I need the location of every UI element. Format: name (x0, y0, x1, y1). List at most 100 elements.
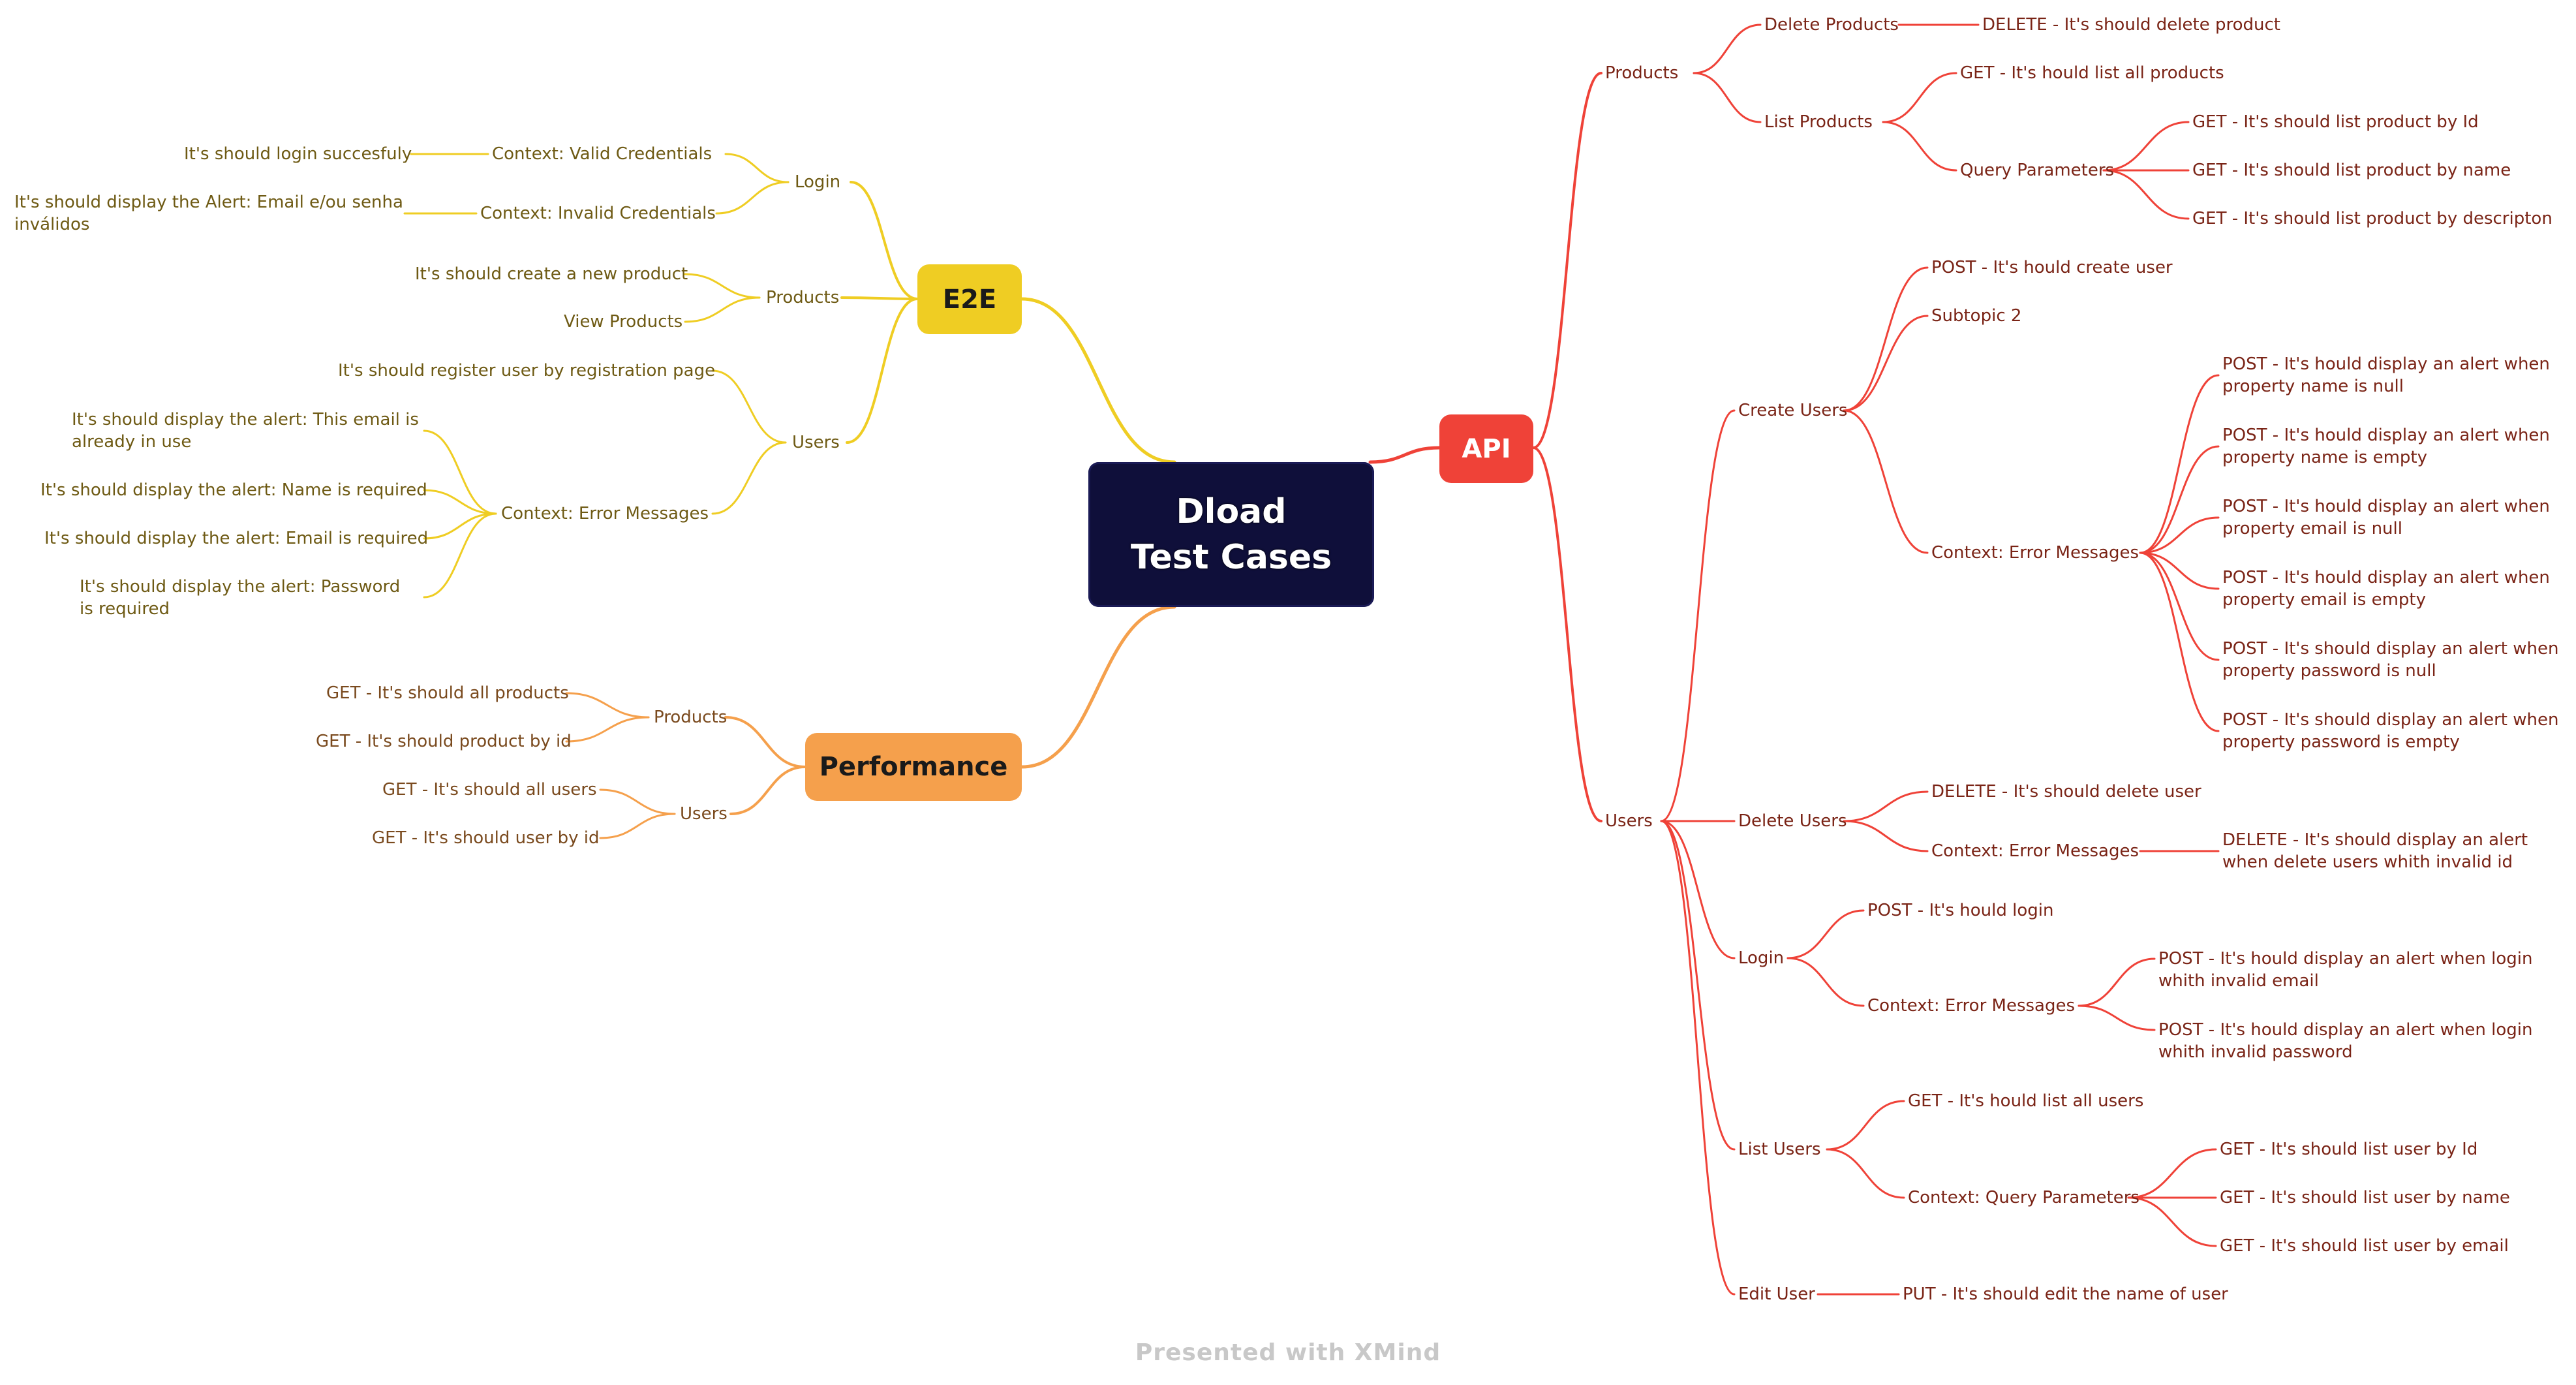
topic-api-products-query[interactable]: Query Parameters (1960, 161, 2115, 180)
topic-api-users-list-query-3[interactable]: GET - It's should list user by email (2220, 1236, 2509, 1256)
branch-performance[interactable]: Performance (805, 733, 1022, 801)
topic-api-users-list-query[interactable]: Context: Query Parameters (1908, 1188, 2139, 1207)
branch-performance-label: Performance (819, 752, 1008, 782)
topic-api-users-create-error-1[interactable]: POST - It's hould display an alert when … (2222, 354, 2550, 396)
topic-api-users-login[interactable]: Login (1738, 948, 1785, 968)
connector-line (2078, 957, 2156, 1007)
topic-api-users-list-query-1[interactable]: GET - It's should list user by Id (2220, 1140, 2478, 1159)
topic-api-users-delete-error-case[interactable]: DELETE - It's should display an alert wh… (2222, 830, 2528, 872)
topic-api-products-list-all[interactable]: GET - It's hould list all products (1960, 63, 2224, 83)
connector-line (1843, 820, 1929, 852)
connector-line (565, 692, 650, 719)
branch-api-label: API (1462, 433, 1511, 464)
connector-line (599, 813, 676, 839)
topic-e2e-users-error-1[interactable]: It's should display the alert: This emai… (72, 410, 419, 452)
footer-presented-with: Presented with XMind (1135, 1339, 1441, 1366)
connector-line (1826, 1148, 1905, 1199)
topic-api-users-create-post[interactable]: POST - It's hould create user (1931, 258, 2173, 277)
topic-api-products-delete[interactable]: Delete Products (1764, 15, 1899, 35)
topic-api-users-delete[interactable]: Delete Users (1738, 811, 1847, 831)
connector-line (2139, 552, 2220, 590)
topic-api-users-create[interactable]: Create Users (1738, 401, 1848, 420)
connector-line (1532, 72, 1602, 449)
topic-perf-products[interactable]: Products (654, 708, 728, 727)
topic-api-users-create-error-6[interactable]: POST - It's should display an alert when… (2222, 710, 2559, 752)
topic-perf-users-case-2[interactable]: GET - It's should user by id (372, 828, 600, 848)
connector-line (1843, 409, 1929, 554)
topic-e2e-login[interactable]: Login (795, 172, 841, 192)
connector-line (2139, 552, 2220, 732)
topic-e2e-users-error-4[interactable]: It's should display the alert: Password … (80, 577, 401, 619)
branch-api[interactable]: API (1439, 414, 1533, 483)
topic-e2e-products-view[interactable]: View Products (564, 312, 683, 332)
connector-line (2139, 516, 2220, 554)
topic-e2e-users[interactable]: Users (792, 433, 840, 452)
topic-perf-users[interactable]: Users (680, 804, 728, 824)
topic-api-users-edit[interactable]: Edit User (1738, 1284, 1815, 1304)
topic-api-users-login-case[interactable]: POST - It's hould login (1867, 901, 2054, 920)
topic-e2e-users-error-context[interactable]: Context: Error Messages (501, 504, 709, 523)
topic-api-users-login-error-1[interactable]: POST - It's hould display an alert when … (2158, 949, 2533, 991)
topic-api-users-create-error-3[interactable]: POST - It's hould display an alert when … (2222, 497, 2550, 538)
topic-api-users-delete-case[interactable]: DELETE - It's should delete user (1931, 782, 2201, 801)
topic-e2e-products[interactable]: Products (766, 288, 840, 307)
topic-e2e-products-create[interactable]: It's should create a new product (415, 264, 688, 284)
topic-api-users-list[interactable]: List Users (1738, 1140, 1821, 1159)
topic-api-products-list[interactable]: List Products (1764, 112, 1873, 132)
topic-api-products-query-2[interactable]: GET - It's should list product by name (2192, 161, 2511, 180)
topic-api-users-list-query-2[interactable]: GET - It's should list user by name (2220, 1188, 2510, 1207)
topic-api-users-list-all[interactable]: GET - It's hould list all users (1908, 1091, 2144, 1111)
topic-e2e-users-register[interactable]: It's should register user by registratio… (338, 361, 716, 381)
topic-api-users-create-error-context[interactable]: Context: Error Messages (1931, 543, 2139, 563)
topic-api-products-delete-case[interactable]: DELETE - It's should delete product (1982, 15, 2280, 35)
connector-line (684, 273, 761, 299)
branch-e2e[interactable]: E2E (917, 264, 1022, 334)
topic-e2e-login-valid-case[interactable]: It's should login succesfuly (184, 144, 412, 164)
connector-line (2078, 1004, 2156, 1031)
topic-perf-users-case-1[interactable]: GET - It's should all users (382, 780, 597, 800)
connector-line (1786, 909, 1865, 959)
topic-api-users-login-error-2[interactable]: POST - It's hould display an alert when … (2158, 1020, 2533, 1062)
topic-api-products-query-3[interactable]: GET - It's should list product by descri… (2192, 209, 2553, 228)
topic-e2e-users-error-2[interactable]: It's should display the alert: Name is r… (40, 480, 427, 500)
connector-line (423, 429, 497, 515)
connector-line (1786, 957, 1865, 1007)
topic-api-users[interactable]: Users (1605, 811, 1653, 831)
connector-line (1532, 446, 1602, 822)
topic-api-users-delete-error-context[interactable]: Context: Error Messages (1931, 841, 2139, 861)
topic-e2e-login-invalid-case[interactable]: It's should display the Alert: Email e/o… (14, 193, 403, 234)
connector-line (1660, 409, 1736, 822)
connector-line (2102, 121, 2190, 172)
connector-line (711, 369, 787, 444)
connector-central-performance (1020, 605, 1176, 769)
topic-e2e-users-error-3[interactable]: It's should display the alert: Email is … (44, 529, 429, 548)
topic-e2e-login-invalid-context[interactable]: Context: Invalid Credentials (480, 204, 716, 223)
topic-api-products-query-1[interactable]: GET - It's should list product by Id (2192, 112, 2479, 132)
topic-api-users-create-error-4[interactable]: POST - It's hould display an alert when … (2222, 568, 2550, 610)
connector-line (1882, 121, 1957, 172)
connector-line (423, 489, 497, 515)
topic-api-users-create-subtopic[interactable]: Subtopic 2 (1931, 306, 2022, 326)
central-topic[interactable]: Dload Test Cases (1088, 462, 1374, 607)
connector-line (599, 788, 676, 815)
connector-line (724, 716, 806, 768)
topic-api-users-login-error-context[interactable]: Context: Error Messages (1867, 996, 2076, 1016)
topic-api-products[interactable]: Products (1605, 63, 1679, 83)
connector-line (423, 512, 497, 599)
topic-e2e-login-valid-context[interactable]: Context: Valid Credentials (492, 144, 713, 164)
connector-central-e2e (1020, 297, 1176, 464)
connector-line (840, 296, 919, 300)
connector-line (423, 512, 497, 540)
connector-line (2127, 1148, 2217, 1199)
topic-perf-products-case-1[interactable]: GET - It's should all products (326, 683, 569, 703)
topic-api-users-create-error-5[interactable]: POST - It's should display an alert when… (2222, 639, 2559, 681)
topic-api-users-edit-case[interactable]: PUT - It's should edit the name of user (1903, 1284, 2228, 1304)
connector-central-api (1368, 446, 1441, 464)
branch-e2e-label: E2E (942, 284, 997, 315)
topic-api-users-create-error-2[interactable]: POST - It's hould display an alert when … (2222, 426, 2550, 467)
connector-line (2102, 169, 2190, 220)
connector-line (2139, 445, 2220, 554)
topic-perf-products-case-2[interactable]: GET - It's should product by id (316, 732, 572, 751)
connector-line (729, 766, 806, 815)
